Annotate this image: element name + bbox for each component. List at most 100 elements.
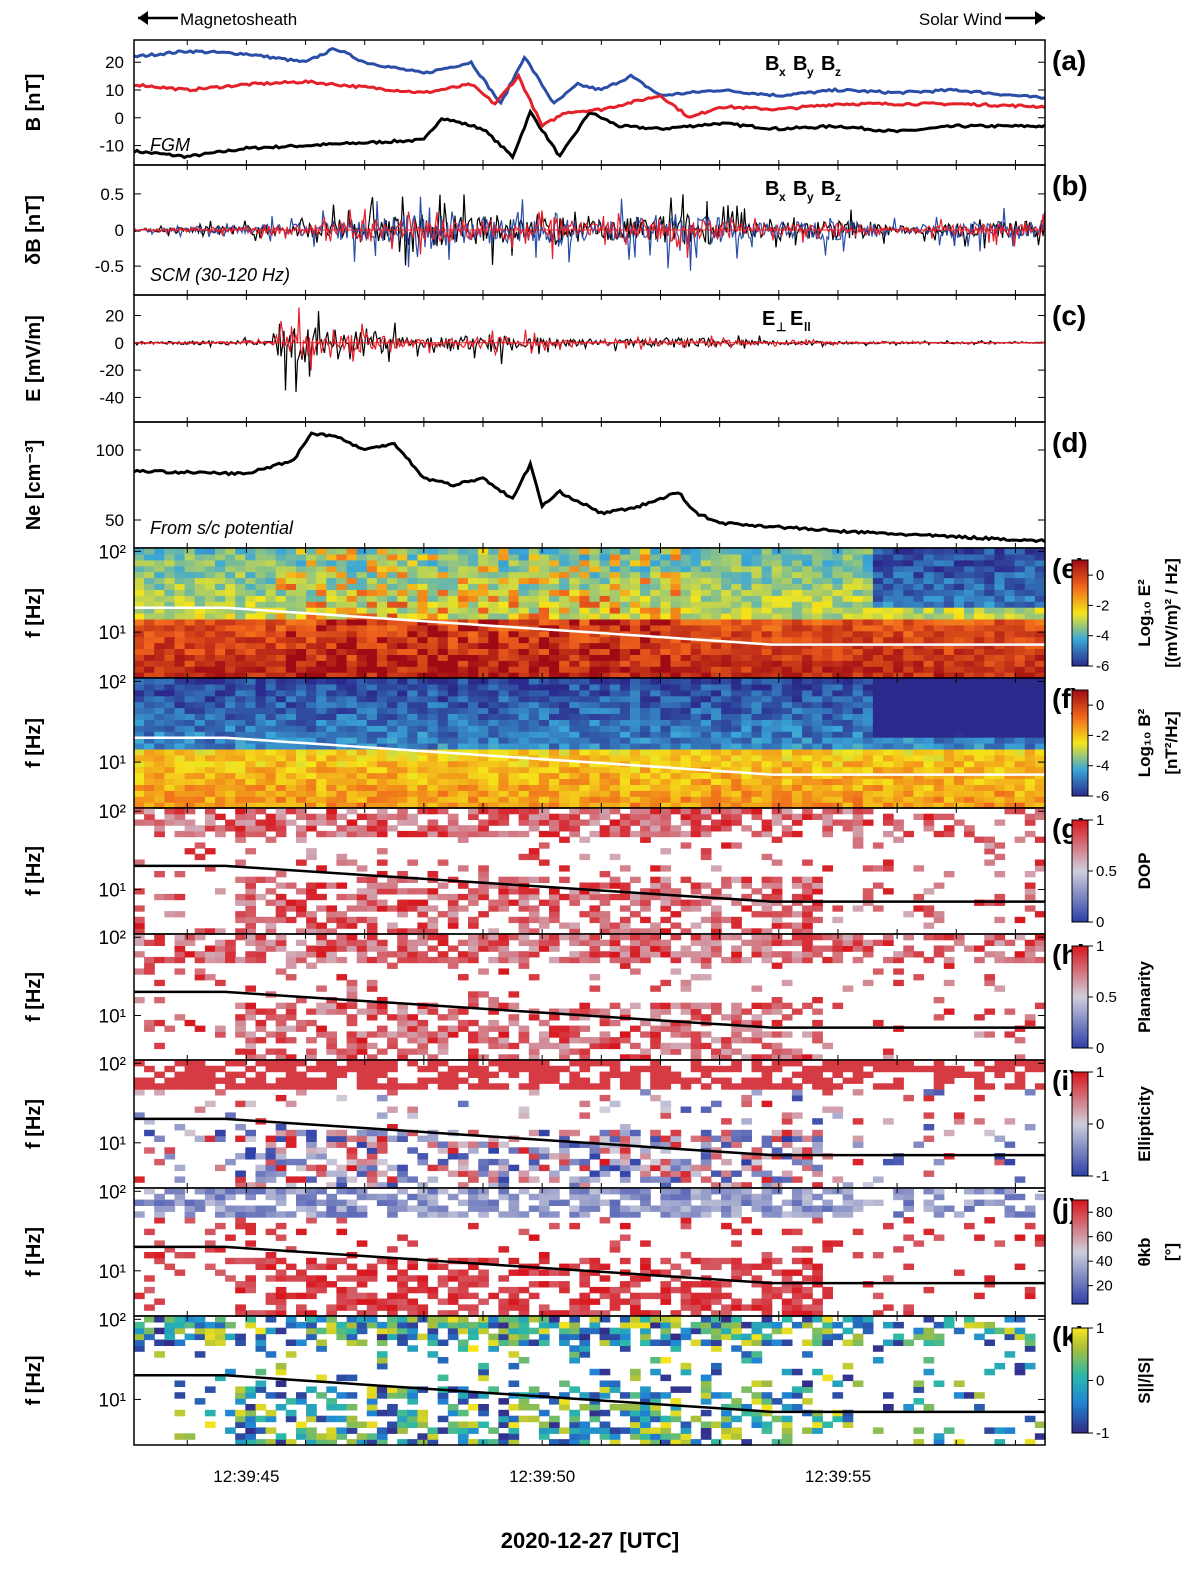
spectrogram-cell [549, 636, 560, 644]
spectrogram-cell [265, 802, 277, 809]
spectrogram-cell [376, 778, 388, 785]
spectrogram-cell [366, 778, 378, 785]
spectrogram-cell [700, 595, 712, 602]
spectrogram-cell [964, 760, 975, 768]
spectrogram-cell [599, 636, 611, 644]
spectrogram-cell [943, 559, 955, 567]
spectrogram-cell [306, 719, 317, 726]
spectrogram-cell [174, 683, 186, 691]
spectrogram-cell [417, 713, 429, 720]
spectrogram-cell [619, 683, 631, 691]
spectrogram-cell [528, 853, 540, 861]
spectrogram-cell [964, 737, 975, 744]
spectrogram-cell [326, 689, 337, 697]
spectrogram-cell [872, 654, 884, 661]
spectrogram-cell [296, 701, 307, 709]
spectrogram-cell [528, 689, 540, 697]
spectrogram-cell [255, 683, 267, 691]
spectrogram-cell [903, 630, 914, 638]
spectrogram-cell [619, 678, 631, 685]
spectrogram-cell [1024, 553, 1036, 561]
spectrogram-cell [630, 813, 641, 820]
spectrogram-cell [275, 754, 287, 762]
spectrogram-cell [589, 695, 601, 703]
spectrogram-cell [690, 565, 702, 573]
spectrogram-cell [184, 737, 196, 744]
spectrogram-cell [134, 796, 145, 803]
spectrogram-cell [862, 666, 874, 673]
spectrogram-cell [296, 784, 307, 791]
spectrogram-cell [447, 642, 459, 649]
spectrogram-cell [417, 790, 429, 797]
spectrogram-cell [538, 916, 550, 924]
spectrogram-cell [700, 624, 712, 632]
spectrogram-cell [893, 548, 904, 555]
legend-subscript: z [835, 190, 841, 204]
spectrogram-cell [498, 876, 510, 883]
spectrogram-cell [933, 689, 945, 697]
spectrogram-cell [265, 648, 277, 655]
spectrogram-cell [953, 654, 965, 661]
spectrogram-cell [852, 678, 864, 685]
spectrogram-cell [913, 796, 925, 803]
spectrogram-cell [711, 607, 722, 614]
spectrogram-cell [134, 642, 145, 649]
spectrogram-cell [872, 766, 884, 774]
spectrogram-cell [751, 672, 763, 679]
spectrogram-cell [943, 548, 955, 555]
spectrogram-cell [376, 559, 388, 567]
spectrogram-cell [913, 707, 925, 714]
spectrogram-cell [559, 784, 570, 791]
spectrogram-cell [640, 695, 651, 703]
spectrogram-cell [660, 848, 672, 855]
spectrogram-cell [326, 725, 337, 732]
spectrogram-cell [619, 813, 631, 820]
spectrogram-cell [751, 802, 763, 809]
spectrogram-cell [376, 601, 388, 608]
spectrogram-cell [883, 790, 894, 797]
spectrogram-cell [549, 553, 560, 561]
spectrogram-cell [660, 642, 672, 649]
spectrogram-cell [215, 577, 226, 584]
spectrogram-cell [366, 802, 378, 809]
spectrogram-cell [700, 731, 712, 738]
spectrogram-cell [508, 796, 520, 803]
spectrogram-cell [417, 760, 429, 768]
spectrogram-cell [164, 595, 176, 602]
spectrogram-cell [134, 648, 145, 655]
spectrogram-cell [437, 672, 449, 679]
spectrogram-cell [751, 589, 763, 596]
spectrogram-cell [994, 613, 1006, 620]
spectrogram-cell [215, 595, 226, 602]
spectrogram-cell [225, 553, 236, 561]
spectrogram-cell [549, 888, 560, 895]
spectrogram-cell [468, 672, 479, 679]
spectrogram-cell [346, 678, 358, 685]
spectrogram-cell [964, 648, 975, 655]
spectrogram-cell [538, 778, 550, 785]
spectrogram-cell [974, 725, 985, 732]
spectrogram-cell [903, 601, 914, 608]
spectrogram-cell [1014, 678, 1026, 685]
spectrogram-cell [478, 707, 489, 714]
spectrogram-cell [650, 642, 661, 649]
spectrogram-cell [771, 666, 783, 673]
spectrogram-cell [953, 583, 965, 590]
spectrogram-cell [872, 678, 884, 685]
spectrogram-cell [255, 666, 267, 673]
spectrogram-cell [599, 813, 611, 820]
spectrogram-cell [721, 876, 732, 883]
spectrogram-cell [508, 808, 520, 815]
spectrogram-cell [306, 853, 317, 861]
y-axis-label: E [mV/m] [23, 315, 45, 402]
spectrogram-cell [427, 825, 439, 832]
spectrogram-cell [376, 648, 388, 655]
spectrogram-cell [791, 737, 803, 744]
spectrogram-cell [164, 666, 176, 673]
spectrogram-cell [791, 565, 803, 573]
spectrogram-cell [215, 660, 226, 667]
spectrogram-cell [1024, 796, 1036, 803]
spectrogram-cell [336, 922, 348, 929]
spectrogram-cell [852, 666, 864, 673]
spectrogram-cell [174, 589, 186, 596]
